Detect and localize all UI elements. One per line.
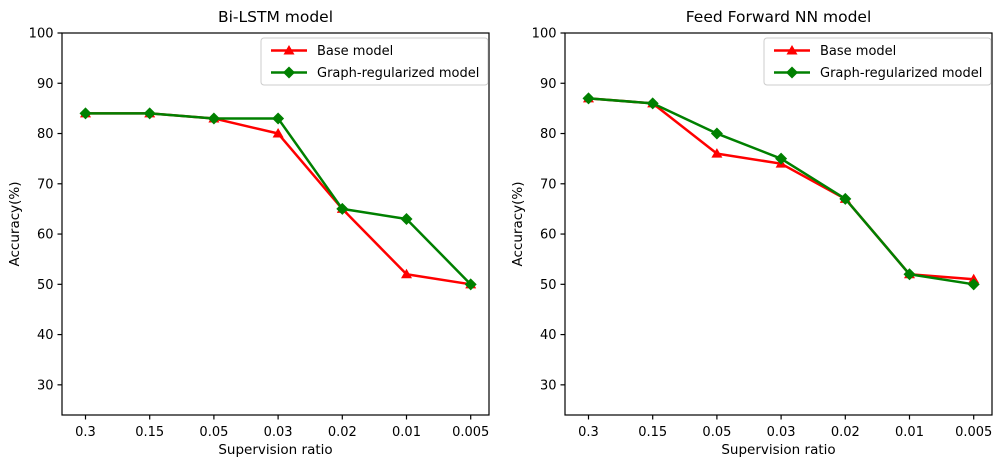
triangle-marker <box>711 148 723 158</box>
triangle-marker <box>786 45 798 55</box>
x-tick-label: 0.3 <box>578 425 599 440</box>
diamond-marker <box>839 192 852 205</box>
y-tick-label: 100 <box>532 27 557 42</box>
legend-box <box>763 37 992 86</box>
diamond-marker <box>79 107 92 120</box>
diamond-marker <box>967 278 980 291</box>
triangle-marker <box>283 45 295 55</box>
y-tick-label: 50 <box>37 278 54 293</box>
x-tick-label: 0.02 <box>831 425 860 440</box>
legend-label-0: Base model <box>317 44 393 59</box>
diamond-marker <box>400 212 413 225</box>
x-axis-label: Supervision ratio <box>218 442 332 458</box>
x-tick-label: 0.005 <box>452 425 489 440</box>
y-axis-label: Accuracy(%) <box>510 182 526 267</box>
y-tick-label: 60 <box>37 228 54 243</box>
diamond-marker <box>786 66 798 79</box>
y-tick-label: 60 <box>540 228 557 243</box>
legend-label-1: Graph-regularized model <box>820 66 982 81</box>
legend-box <box>260 37 489 86</box>
chart-title: Feed Forward NN model <box>686 8 872 26</box>
chart-feed-forward-nn: Feed Forward NN model 100 90 80 70 60 50 40 30 0.… <box>510 8 993 458</box>
y-tick-label: 80 <box>37 127 54 142</box>
y-tick-label: 70 <box>540 177 557 192</box>
y-tick-label: 50 <box>540 278 557 293</box>
legend-label-0: Base model <box>820 44 896 59</box>
diamond-marker <box>775 152 788 165</box>
x-tick-label: 0.005 <box>955 425 992 440</box>
series-line-1 <box>588 97 974 286</box>
series-line-0 <box>588 97 974 281</box>
plot-border <box>61 32 490 416</box>
x-tick-label: 0.01 <box>895 425 924 440</box>
chart-title: Bi-LSTM model <box>218 8 333 26</box>
diamond-marker <box>272 112 285 125</box>
x-tick-label: 0.15 <box>638 425 667 440</box>
diamond-marker <box>710 127 723 140</box>
x-tick-label: 0.05 <box>199 425 228 440</box>
diamond-marker <box>464 278 477 291</box>
y-tick-label: 70 <box>37 177 54 192</box>
x-tick-label: 0.05 <box>702 425 731 440</box>
x-tick-label: 0.02 <box>328 425 357 440</box>
triangle-marker <box>272 128 284 138</box>
series-line-0 <box>85 112 471 286</box>
y-axis-label: Accuracy(%) <box>7 182 23 267</box>
x-tick-label: 0.3 <box>75 425 96 440</box>
x-tick-label: 0.03 <box>767 425 796 440</box>
chart-bi-lstm: Bi-LSTM model 100 90 80 70 60 50 40 30 0.3 0.15 0.0… <box>7 8 490 458</box>
x-tick-label: 0.15 <box>135 425 164 440</box>
diamond-marker <box>283 66 295 79</box>
diamond-marker <box>582 92 595 105</box>
y-tick-label: 90 <box>37 77 54 92</box>
y-tick-label: 40 <box>540 328 557 343</box>
diamond-marker <box>336 202 349 215</box>
y-tick-label: 30 <box>540 378 557 393</box>
diamond-marker <box>143 107 156 120</box>
diamond-marker <box>207 112 220 125</box>
plot-border <box>564 32 993 416</box>
series-line-1 <box>85 112 472 286</box>
y-tick-label: 80 <box>540 127 557 142</box>
y-tick-label: 40 <box>37 328 54 343</box>
x-tick-label: 0.03 <box>264 425 293 440</box>
x-axis-label: Supervision ratio <box>721 442 835 458</box>
y-tick-label: 100 <box>29 27 54 42</box>
diamond-marker <box>646 97 659 110</box>
legend-label-1: Graph-regularized model <box>317 66 479 81</box>
y-tick-label: 30 <box>37 378 54 393</box>
triangle-marker <box>401 268 412 279</box>
diamond-marker <box>903 268 916 281</box>
y-tick-label: 90 <box>540 77 557 92</box>
x-tick-label: 0.01 <box>392 425 421 440</box>
